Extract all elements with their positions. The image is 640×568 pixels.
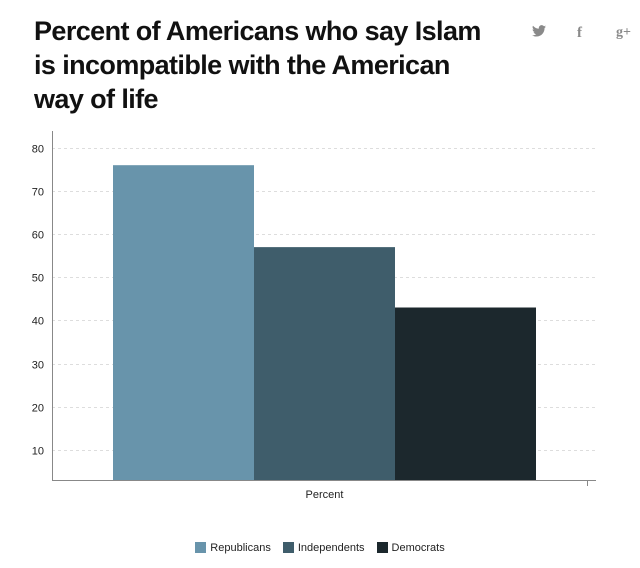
axes: 10 20 30 40 50 60 70 80 Percent: [32, 131, 596, 501]
y-tick-label: 10: [32, 446, 44, 458]
y-tick-label: 40: [32, 316, 44, 328]
y-tick-label: 70: [32, 187, 44, 199]
social-share: f g+: [530, 24, 640, 44]
bar-democrats[interactable]: [395, 307, 536, 481]
y-tick-label: 20: [32, 403, 44, 415]
bar-chart: 10 20 30 40 50 60 70 80 Percent: [32, 131, 596, 501]
y-tick-label: 30: [32, 360, 44, 372]
bar-independents[interactable]: [254, 247, 395, 480]
y-tick-label: 50: [32, 273, 44, 285]
legend: Republicans Independents Democrats: [0, 542, 640, 554]
legend-label: Democrats: [391, 542, 445, 554]
bar-republicans[interactable]: [113, 165, 254, 480]
x-tick-label: Percent: [306, 489, 344, 501]
legend-swatch: [376, 542, 388, 553]
legend-item-democrats[interactable]: Democrats: [376, 542, 445, 554]
legend-item-independents[interactable]: Independents: [282, 542, 365, 554]
legend-swatch: [195, 542, 207, 553]
legend-label: Independents: [297, 542, 365, 554]
google-plus-icon[interactable]: g+: [616, 25, 631, 40]
y-tick-label: 80: [32, 144, 44, 156]
bars: [113, 165, 536, 480]
chart-title: Percent of Americans who say Islam is in…: [34, 16, 481, 114]
y-tick-label: 60: [32, 230, 44, 242]
legend-swatch: [282, 542, 294, 553]
twitter-icon-graphic: [532, 25, 546, 37]
legend-item-republicans[interactable]: Republicans: [195, 542, 271, 554]
twitter-icon[interactable]: [532, 24, 546, 42]
facebook-icon[interactable]: f: [577, 25, 582, 41]
legend-label: Republicans: [210, 542, 271, 554]
